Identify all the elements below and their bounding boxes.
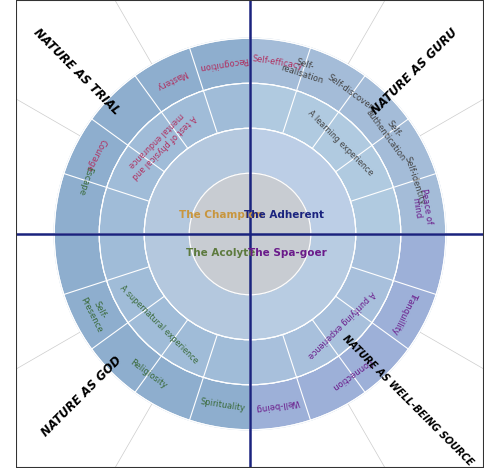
Text: The Champion: The Champion	[178, 210, 263, 220]
Wedge shape	[54, 234, 250, 430]
Text: Connection: Connection	[330, 357, 374, 392]
Text: Escape: Escape	[76, 165, 94, 196]
Wedge shape	[250, 38, 446, 234]
Text: NATURE AS WELL-BEING SOURCE: NATURE AS WELL-BEING SOURCE	[340, 333, 474, 468]
Text: Tranquillity: Tranquillity	[390, 290, 419, 335]
Text: NATURE AS GURU: NATURE AS GURU	[368, 26, 460, 117]
Circle shape	[54, 38, 446, 430]
Text: Peace of
mind: Peace of mind	[408, 188, 434, 226]
Text: Self-discovery: Self-discovery	[326, 73, 378, 115]
Text: Self-efficacy: Self-efficacy	[251, 54, 303, 71]
Text: Self-
realisation: Self- realisation	[280, 53, 328, 85]
Text: Spirituality: Spirituality	[200, 397, 246, 413]
Text: Self-
authentication: Self- authentication	[364, 102, 416, 163]
Text: The Adherent: The Adherent	[244, 210, 324, 220]
Text: NATURE AS GOD: NATURE AS GOD	[38, 353, 124, 439]
Text: The Spa-goer: The Spa-goer	[248, 248, 326, 258]
Text: Mastery: Mastery	[154, 68, 188, 91]
Text: Courage: Courage	[84, 138, 108, 173]
Wedge shape	[250, 234, 401, 385]
Wedge shape	[144, 234, 250, 340]
Wedge shape	[144, 128, 250, 234]
Circle shape	[189, 173, 311, 295]
Text: The Acolyte: The Acolyte	[186, 248, 256, 258]
Text: Well-being: Well-being	[254, 397, 300, 413]
Text: A supernatural experience: A supernatural experience	[118, 284, 200, 366]
Wedge shape	[99, 83, 250, 234]
Wedge shape	[250, 128, 356, 234]
Text: A test of physical and
mental endurance: A test of physical and mental endurance	[122, 106, 197, 181]
Text: A learning experience: A learning experience	[306, 109, 375, 178]
Wedge shape	[250, 83, 401, 234]
Wedge shape	[54, 38, 250, 234]
Text: Self-identity: Self-identity	[402, 155, 427, 206]
Wedge shape	[99, 234, 250, 385]
Text: A purifying experience: A purifying experience	[306, 289, 376, 360]
Wedge shape	[250, 234, 446, 430]
Text: Religiosity: Religiosity	[128, 358, 168, 391]
Wedge shape	[250, 234, 356, 340]
Text: Recognition: Recognition	[198, 55, 248, 71]
Text: Self-
Presence: Self- Presence	[78, 291, 113, 334]
Text: NATURE AS TRIAL: NATURE AS TRIAL	[31, 26, 122, 117]
